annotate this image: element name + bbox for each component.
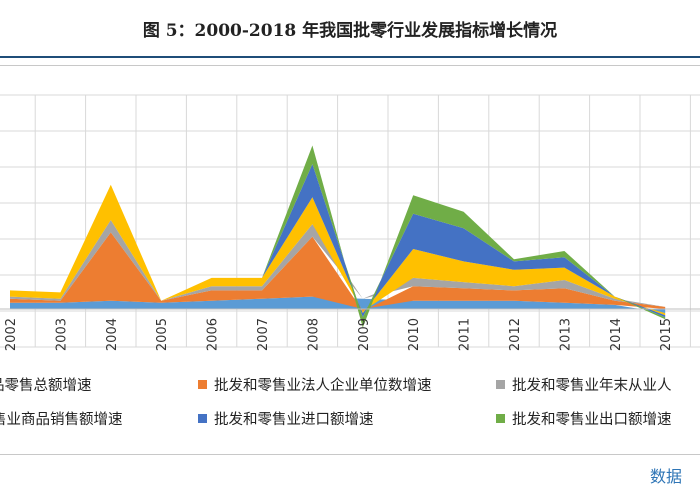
x-tick-label-2004: 2004 [105,318,120,351]
legend-label-exports: 批发和零售业出口额增速 [512,411,672,428]
chart-title: 图 5：2000-2018 年我国批零行业发展指标增长情况 [142,21,558,41]
area-chart: 2002 2003 2004 2005 2006 2007 2008 2009 2010 2011… [0,94,700,351]
legend-label-retail-total: 品零售总额增速 [0,377,92,394]
source-note: 数据 [650,467,683,486]
legend-item-enterprise-count: 批发和零售业法人企业单位数增速 [198,373,432,395]
x-tick-label-2014: 2014 [609,318,624,351]
x-tick-label-2008: 2008 [306,318,321,351]
x-tick-label-2006: 2006 [206,318,221,351]
legend-swatch-imports [198,413,207,423]
legend-label-enterprise-count: 批发和零售业法人企业单位数增速 [214,377,432,394]
area-series-3 [10,184,666,316]
legend-swatch-employees [496,379,505,389]
legend-swatch-exports [496,413,505,423]
x-tick-label-2002: 2002 [4,318,19,351]
legend-label-imports: 批发和零售业进口额增速 [214,411,374,428]
legend-item-imports: 批发和零售业进口额增速 [198,407,374,429]
x-tick-label-2007: 2007 [256,318,271,351]
legend-item-sales: 售业商品销售额增速 [0,407,123,429]
legend-label-sales: 售业商品销售额增速 [0,411,123,428]
x-tick-label-2013: 2013 [558,318,573,351]
legend-swatch-enterprise-count [198,379,207,389]
legend-label-employees: 批发和零售业年末从业人 [512,377,672,394]
x-tick-label-2011: 2011 [458,318,473,351]
x-tick-label-2012: 2012 [508,318,523,351]
x-tick-label-2003: 2003 [54,318,69,351]
legend-item-exports: 批发和零售业出口额增速 [496,407,672,429]
title-divider [0,56,700,58]
x-tick-label-2009: 2009 [357,318,372,351]
area-series-1 [10,232,666,312]
legend-item-employees: 批发和零售业年末从业人 [496,373,672,395]
x-tick-label-2015: 2015 [659,318,674,351]
legend-item-retail-total: 品零售总额增速 [0,373,92,395]
chart-frame: 2002 2003 2004 2005 2006 2007 2008 2009 2010 2011… [0,65,700,455]
x-tick-label-2005: 2005 [155,318,170,351]
x-tick-label-2010: 2010 [407,318,422,351]
